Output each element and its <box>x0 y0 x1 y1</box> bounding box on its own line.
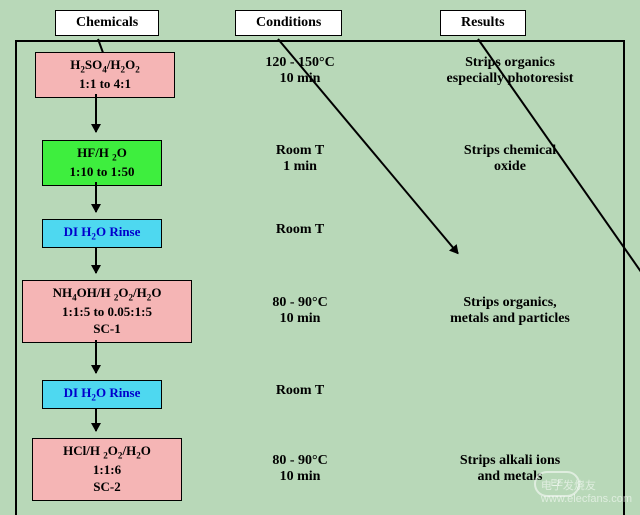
chem-box-piranha: H2SO4/H2O21:1 to 4:1 <box>35 52 175 98</box>
chem-box-rinse1: DI H2O Rinse <box>42 219 162 248</box>
cond-rinse1: Room T <box>210 222 390 238</box>
cond-piranha: 120 - 150°C10 min <box>210 55 390 87</box>
result-sc1: Strips organics,metals and particles <box>420 295 600 327</box>
cond-sc2: 80 - 90°C10 min <box>210 453 390 485</box>
chem-box-rinse2: DI H2O Rinse <box>42 380 162 409</box>
frame-top <box>15 40 625 42</box>
chem-box-sc1: NH4OH/H 2O2/H2O1:1:5 to 0.05:1:5SC-1 <box>22 280 192 343</box>
result-hf: Strips chemicaloxide <box>420 143 600 175</box>
result-piranha: Strips organicsespecially photoresist <box>420 55 600 87</box>
header-chemicals-label: Chemicals <box>76 15 138 30</box>
header-results-label: Results <box>461 15 505 30</box>
cond-sc1: 80 - 90°C10 min <box>210 295 390 327</box>
arrow-1 <box>95 94 97 132</box>
watermark-site: www.elecfans.com <box>541 493 632 505</box>
arrow-5 <box>95 408 97 431</box>
watermark-brand: 电子发烧友 <box>541 480 596 492</box>
watermark-text: 电子发烧友 www.elecfans.com <box>541 477 632 505</box>
header-results: Results <box>440 10 526 36</box>
chem-box-hf: HF/H 2O1:10 to 1:50 <box>42 140 162 186</box>
arrow-3 <box>95 247 97 273</box>
arrow-4 <box>95 340 97 373</box>
cond-rinse2: Room T <box>210 383 390 399</box>
header-conditions: Conditions <box>235 10 342 36</box>
frame-right <box>623 40 625 515</box>
chem-box-sc2: HCl/H 2O2/H2O1:1:6SC-2 <box>32 438 182 501</box>
frame-left <box>15 40 17 515</box>
cond-hf: Room T1 min <box>210 143 390 175</box>
arrow-2 <box>95 182 97 212</box>
header-conditions-label: Conditions <box>256 15 321 30</box>
header-chemicals: Chemicals <box>55 10 159 36</box>
